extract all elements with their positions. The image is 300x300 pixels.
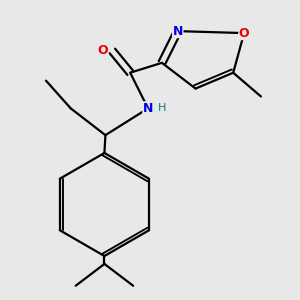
Text: N: N <box>143 102 153 115</box>
Text: O: O <box>239 27 249 40</box>
Text: N: N <box>172 25 183 38</box>
Text: O: O <box>97 44 108 57</box>
Text: H: H <box>158 103 166 113</box>
